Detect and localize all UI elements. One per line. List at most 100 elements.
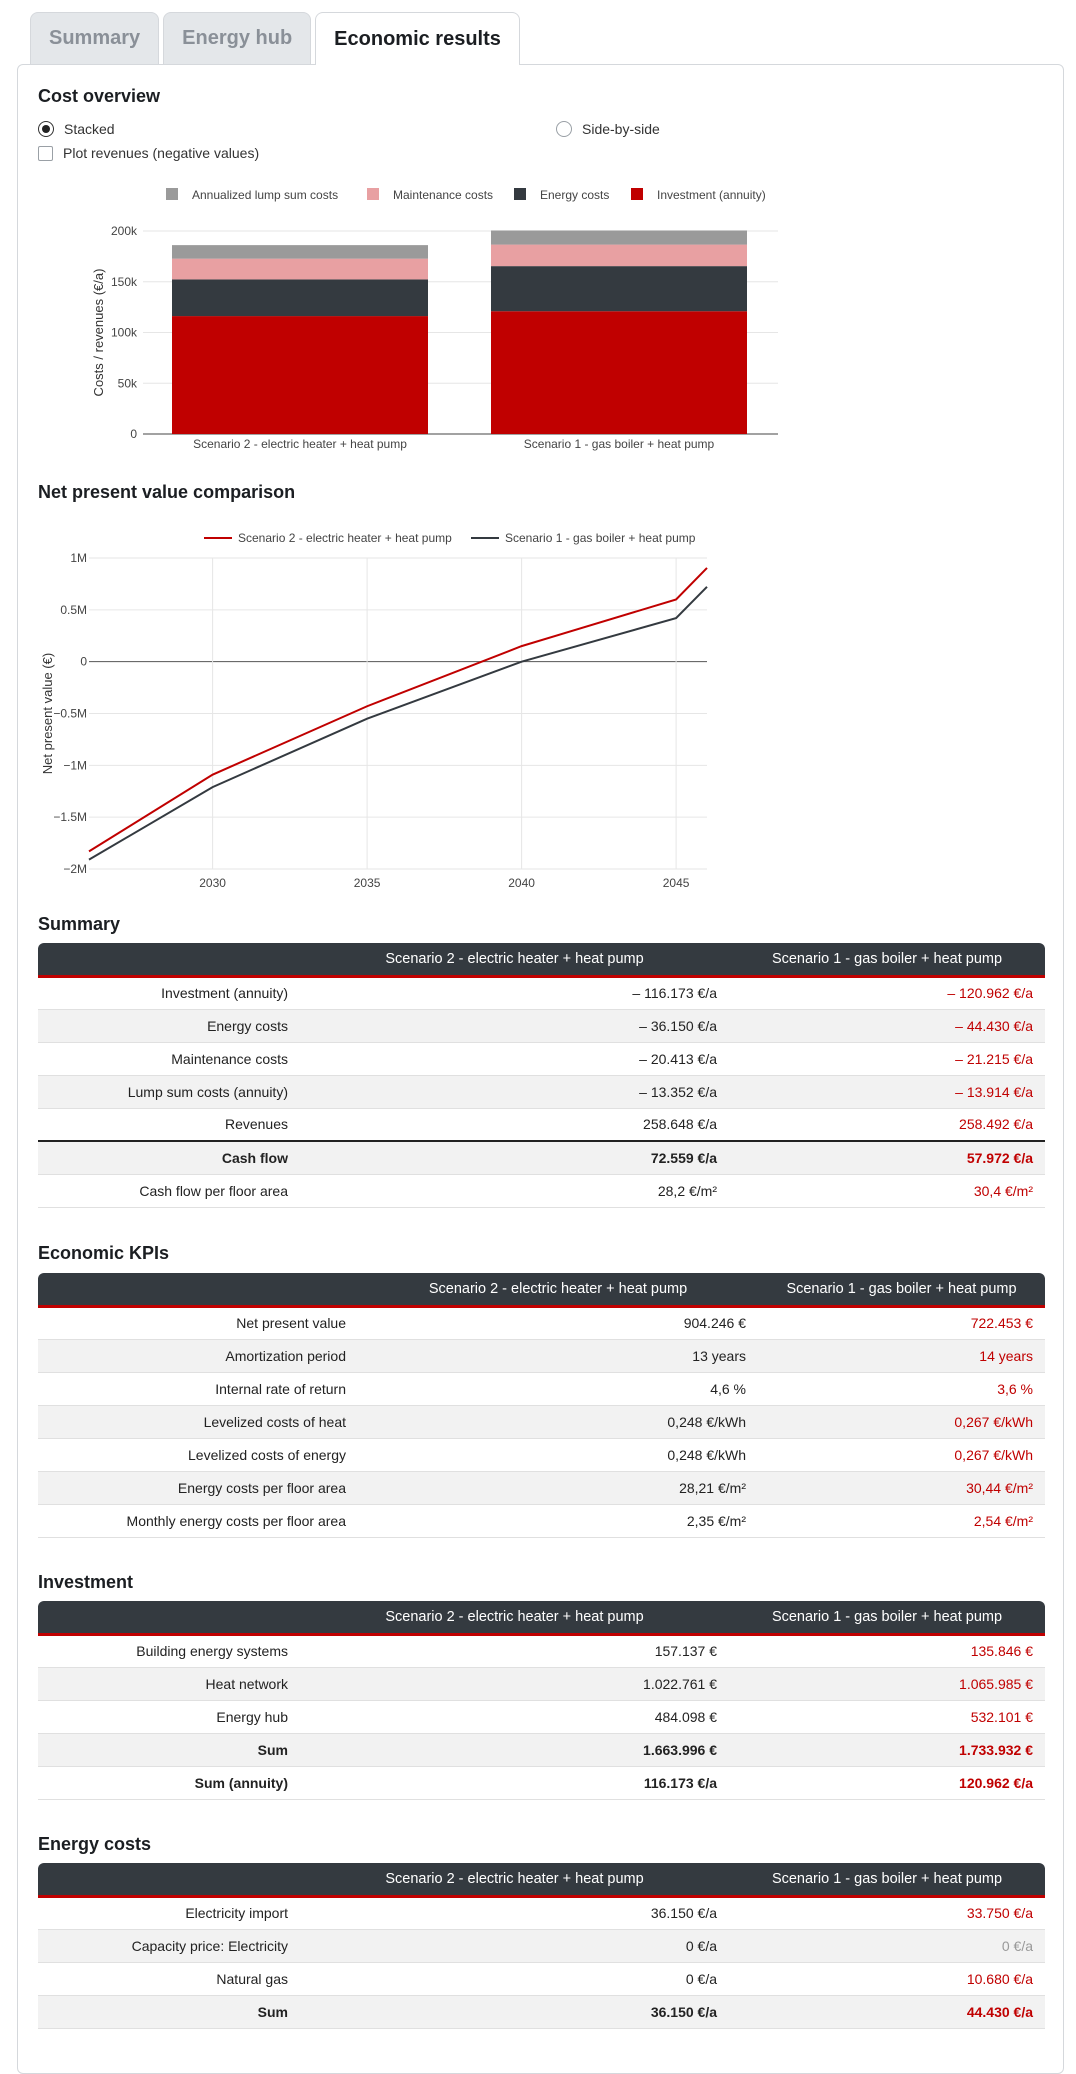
row-label: Electricity import — [38, 1896, 300, 1930]
row-label: Levelized costs of energy — [38, 1438, 358, 1472]
bar-energy-costs — [491, 266, 747, 312]
tab-summary[interactable]: Summary — [30, 12, 160, 64]
row-label: Sum (annuity) — [38, 1766, 300, 1800]
row-label: Heat network — [38, 1667, 300, 1701]
legend-swatch — [367, 188, 379, 200]
cell-value: 120.962 €/a — [729, 1766, 1045, 1800]
legend-label: Scenario 2 - electric heater + heat pump — [238, 531, 452, 545]
table-row: Levelized costs of energy 0,248 €/kWh 0,26… — [38, 1438, 1045, 1472]
y-tick-label: 50k — [118, 376, 138, 390]
table-row: Investment (annuity) – 116.173 €/a – 120.9… — [38, 976, 1045, 1010]
column-header — [38, 1601, 300, 1636]
cell-value: 33.750 €/a — [729, 1896, 1045, 1930]
bar-investment-annuity — [491, 311, 747, 434]
column-header: Scenario 1 - gas boiler + heat pump — [729, 1863, 1045, 1898]
investment-title: Investment — [38, 1572, 134, 1592]
npv-chart: Scenario 2 - electric heater + heat pump… — [40, 531, 708, 890]
cell-value: – 116.173 €/a — [300, 976, 729, 1010]
y-tick-label: −1M — [63, 758, 87, 772]
tab-energy-hub[interactable]: Energy hub — [163, 12, 312, 64]
y-tick-label: −1.5M — [53, 810, 87, 824]
tab-bar: Summary Energy hub Economic results — [30, 12, 520, 65]
table-row: Energy costs per floor area 28,21 €/m² 30,… — [38, 1471, 1045, 1505]
cell-value: 1.663.996 € — [300, 1733, 729, 1767]
cell-value: – 13.352 €/a — [300, 1075, 729, 1109]
summary-table: Scenario 2 - electric heater + heat pump… — [38, 943, 1045, 1208]
cell-value: 116.173 €/a — [300, 1766, 729, 1800]
cell-value: 28,21 €/m² — [358, 1471, 758, 1505]
stacked-option[interactable]: Stacked — [38, 121, 115, 137]
bar-investment-annuity — [172, 316, 428, 434]
stacked-radio[interactable] — [38, 121, 54, 137]
table-row: Levelized costs of heat 0,248 €/kWh 0,267 … — [38, 1405, 1045, 1439]
x-tick-label: 2040 — [508, 876, 535, 890]
table-row: Capacity price: Electricity 0 €/a 0 €/a — [38, 1929, 1045, 1963]
row-label: Energy costs — [38, 1009, 300, 1043]
column-header: Scenario 1 - gas boiler + heat pump — [729, 1601, 1045, 1636]
cell-value: 0,248 €/kWh — [358, 1438, 758, 1472]
bar-maintenance-costs — [491, 244, 747, 267]
cell-value: 30,4 €/m² — [729, 1174, 1045, 1208]
cell-value: 904.246 € — [358, 1306, 758, 1340]
cost-overview-title: Cost overview — [38, 86, 161, 106]
cell-value: 135.846 € — [729, 1634, 1045, 1668]
cell-value: 57.972 €/a — [729, 1140, 1045, 1175]
tab-economic-results[interactable]: Economic results — [315, 12, 520, 65]
table-row: Maintenance costs – 20.413 €/a – 21.215 €/… — [38, 1042, 1045, 1076]
kpis-title: Economic KPIs — [38, 1243, 170, 1263]
y-tick-label: 0.5M — [60, 603, 87, 617]
stacked-label: Stacked — [64, 121, 115, 137]
x-tick-label: 2045 — [663, 876, 690, 890]
cell-value: 0 €/a — [729, 1929, 1045, 1963]
row-label: Sum — [38, 1995, 300, 2029]
side-by-side-label: Side-by-side — [582, 121, 660, 137]
cell-value: 72.559 €/a — [300, 1140, 729, 1175]
cell-value: 532.101 € — [729, 1700, 1045, 1734]
row-label: Net present value — [38, 1306, 358, 1340]
y-tick-label: 0 — [80, 655, 87, 669]
table-row: Net present value 904.246 €722.453 € — [38, 1306, 1045, 1340]
cell-value: – 120.962 €/a — [729, 976, 1045, 1010]
bar-annualized-lump-sum-costs — [491, 230, 747, 245]
cell-value: 722.453 € — [758, 1306, 1045, 1340]
y-axis-label: Net present value (€) — [40, 653, 55, 774]
cell-value: – 44.430 €/a — [729, 1009, 1045, 1043]
cell-value: 0,248 €/kWh — [358, 1405, 758, 1439]
column-header: Scenario 1 - gas boiler + heat pump — [729, 943, 1045, 978]
row-label: Cash flow — [38, 1140, 300, 1175]
legend-label: Annualized lump sum costs — [192, 188, 338, 202]
legend-label: Maintenance costs — [393, 188, 493, 202]
side-by-side-option[interactable]: Side-by-side — [556, 121, 660, 137]
bar-energy-costs — [172, 279, 428, 317]
table-row: Energy hub 484.098 €532.101 € — [38, 1700, 1045, 1734]
plot-revenues-label: Plot revenues (negative values) — [63, 145, 260, 161]
summary-title: Summary — [38, 914, 121, 934]
y-tick-label: −2M — [63, 862, 87, 876]
cell-value: 2,54 €/m² — [758, 1504, 1045, 1538]
row-label: Sum — [38, 1733, 300, 1767]
table-row: Lump sum costs (annuity) – 13.352 €/a – 13… — [38, 1075, 1045, 1109]
row-label: Cash flow per floor area — [38, 1174, 300, 1208]
table-row: Sum (annuity) 116.173 €/a 120.962 €/a — [38, 1766, 1045, 1800]
table-row: Internal rate of return 4,6 % 3,6 % — [38, 1372, 1045, 1406]
cell-value: 10.680 €/a — [729, 1962, 1045, 1996]
cell-value: – 13.914 €/a — [729, 1075, 1045, 1109]
column-header — [38, 1863, 300, 1898]
table-row: Building energy systems 157.137 €135.846 … — [38, 1634, 1045, 1668]
cell-value: 258.648 €/a — [300, 1108, 729, 1142]
row-label: Natural gas — [38, 1962, 300, 1996]
table-row: Sum 1.663.996 €1.733.932 € — [38, 1733, 1045, 1767]
cell-value: 0 €/a — [300, 1962, 729, 1996]
plot-revenues-checkbox[interactable] — [38, 145, 53, 161]
row-label: Maintenance costs — [38, 1042, 300, 1076]
row-label: Monthly energy costs per floor area — [38, 1504, 358, 1538]
table-row: Monthly energy costs per floor area 2,35 … — [38, 1504, 1045, 1538]
side-by-side-radio[interactable] — [556, 121, 572, 137]
cell-value: 30,44 €/m² — [758, 1471, 1045, 1505]
cell-value: – 20.413 €/a — [300, 1042, 729, 1076]
table-row: Revenues 258.648 €/a 258.492 €/a — [38, 1108, 1045, 1142]
plot-revenues-option[interactable]: Plot revenues (negative values) — [38, 145, 259, 161]
bar-maintenance-costs — [172, 258, 428, 280]
x-tick-label: Scenario 1 - gas boiler + heat pump — [524, 437, 715, 451]
row-label: Lump sum costs (annuity) — [38, 1075, 300, 1109]
